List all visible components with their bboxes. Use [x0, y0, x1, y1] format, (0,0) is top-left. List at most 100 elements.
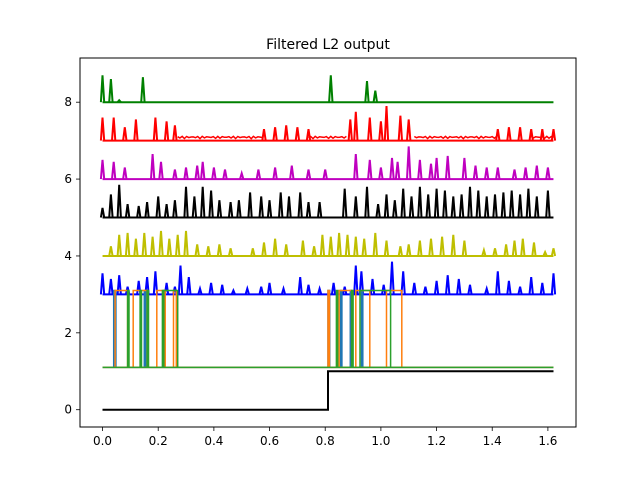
series-2-spike	[158, 161, 164, 180]
series-0-spike	[372, 90, 378, 103]
series-9	[102, 370, 554, 411]
series-2-spike	[378, 167, 384, 180]
y-tick-label: 6	[64, 172, 72, 186]
series-2-spike	[394, 161, 401, 180]
series-2-spike	[353, 154, 359, 180]
series-1-spike	[528, 128, 534, 141]
series-3-spike	[266, 200, 273, 218]
series-2-spike	[545, 167, 551, 180]
series-2-spike	[417, 159, 423, 180]
series-3-spike	[475, 190, 481, 218]
series-1-spike	[272, 127, 278, 141]
series-3-spike	[99, 207, 106, 218]
series-1-spike	[283, 125, 289, 141]
series-1	[99, 105, 557, 142]
series-3-spike	[525, 188, 532, 218]
series-2-spike	[194, 165, 200, 180]
series-2-spike	[211, 167, 217, 180]
series-5-spike	[230, 287, 236, 295]
series-3-spike	[227, 201, 234, 218]
series-4-spike	[503, 244, 509, 257]
series-3-spike	[183, 186, 189, 218]
series-2-spike	[367, 159, 373, 180]
series-4-spike	[372, 232, 378, 257]
series-1-spike	[383, 105, 390, 141]
series-2-spike	[172, 169, 178, 180]
series-3-spike	[278, 192, 284, 218]
series-2-spike	[445, 155, 451, 180]
series-4-spike	[261, 242, 267, 257]
series-5-spike	[208, 282, 214, 295]
series-1-spike	[506, 127, 512, 141]
series-1-spike	[397, 115, 403, 141]
series-3-spike	[305, 201, 312, 218]
series-2-spike	[484, 167, 490, 180]
series-1-ripple	[530, 135, 554, 140]
series-5-spike	[550, 273, 557, 295]
series-2-spike	[511, 169, 518, 180]
series-5-spike	[280, 284, 287, 295]
series-3-spike	[286, 196, 292, 218]
series-3-spike	[163, 203, 170, 218]
series-3-spike	[353, 196, 359, 218]
series-4-spike	[175, 234, 181, 257]
series-5-spike	[528, 277, 534, 295]
series-1-spike	[122, 127, 128, 141]
series-4-spike	[439, 236, 445, 257]
series-1-spike	[261, 128, 267, 141]
series-4-spike	[550, 248, 557, 257]
series-1-spike	[353, 111, 359, 141]
series-2-spike	[239, 169, 245, 180]
series-0-spike	[140, 77, 146, 103]
series-5-spike	[445, 275, 451, 295]
x-tick-label: 0.8	[316, 434, 335, 448]
series-1-spike	[99, 117, 106, 141]
series-5-spike	[495, 271, 501, 295]
series-3-spike	[492, 194, 498, 218]
series-4-spike	[300, 240, 306, 257]
series-3-spike	[500, 192, 506, 218]
series-1-spike	[163, 121, 170, 141]
series-6-pulse	[143, 289, 147, 368]
series-3-spike	[517, 194, 523, 218]
series-5-spike	[456, 278, 462, 295]
series-4-spike	[216, 244, 223, 257]
y-tick-label: 2	[64, 326, 72, 340]
series-2-spike	[122, 167, 128, 180]
series-2-spike	[183, 167, 189, 180]
series-4-spike	[141, 232, 147, 257]
series-4-spike	[328, 236, 334, 257]
series-3-spike	[258, 196, 264, 218]
series-3-spike	[116, 184, 122, 218]
series-3-spike	[297, 192, 303, 218]
series-3-spike	[342, 188, 348, 218]
series-0	[99, 75, 554, 104]
series-4-spike	[531, 242, 537, 257]
series-4-spike	[116, 234, 122, 257]
series-4-spike	[383, 240, 390, 257]
series-3	[99, 184, 554, 219]
series-3-spike	[425, 194, 431, 218]
x-tick-label: 0.2	[149, 434, 168, 448]
series-1-spike	[294, 127, 301, 141]
series-4-spike	[428, 238, 434, 257]
series-4-spike	[158, 230, 164, 257]
series-4-spike	[311, 246, 317, 257]
y-axis: 0 2 4 6 8	[64, 95, 80, 417]
series-4-spike	[272, 238, 278, 257]
x-tick-label: 0.6	[260, 434, 279, 448]
series-4-spike	[150, 236, 156, 257]
series-3-spike	[108, 194, 114, 218]
series-4-spike	[108, 246, 114, 257]
series-3-spike	[172, 200, 178, 218]
series-1-ripple	[308, 135, 347, 140]
series-5-spike	[317, 284, 323, 295]
series-4-spike	[344, 234, 351, 257]
series-3-spike	[484, 196, 490, 218]
series-4-spike	[166, 238, 172, 257]
series-4-spike	[406, 244, 412, 257]
series-2-spike	[111, 161, 117, 180]
y-tick-label: 4	[64, 249, 72, 263]
series-4-spike	[194, 244, 200, 257]
series-2-spike	[222, 169, 228, 180]
